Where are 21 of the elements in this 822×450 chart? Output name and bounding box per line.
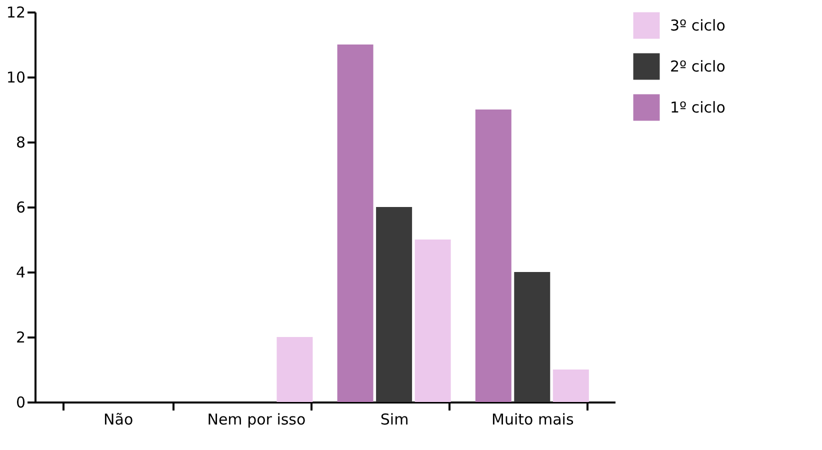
bar <box>514 272 550 402</box>
legend-label: 2º ciclo <box>670 58 726 76</box>
y-tick-label: 10 <box>6 68 26 86</box>
x-tick-label: Muito mais <box>492 410 574 428</box>
bar <box>475 110 512 402</box>
legend-label: 3º ciclo <box>670 16 726 34</box>
y-tick-label: 0 <box>16 394 26 412</box>
y-tick-label: 4 <box>16 264 26 282</box>
y-tick-label: 8 <box>16 134 26 152</box>
bar <box>337 44 374 402</box>
y-tick-label: 6 <box>16 198 26 216</box>
x-tick-label: Sim <box>380 410 409 428</box>
y-tick-label: 12 <box>6 4 26 22</box>
bar <box>552 370 589 402</box>
bar <box>376 207 412 402</box>
legend-label: 1º ciclo <box>670 98 726 116</box>
x-tick-label: Nem por isso <box>207 410 306 428</box>
bar <box>414 240 451 402</box>
x-tick-label: Não <box>104 410 134 428</box>
bar <box>276 337 313 402</box>
y-tick-label: 2 <box>16 328 26 346</box>
